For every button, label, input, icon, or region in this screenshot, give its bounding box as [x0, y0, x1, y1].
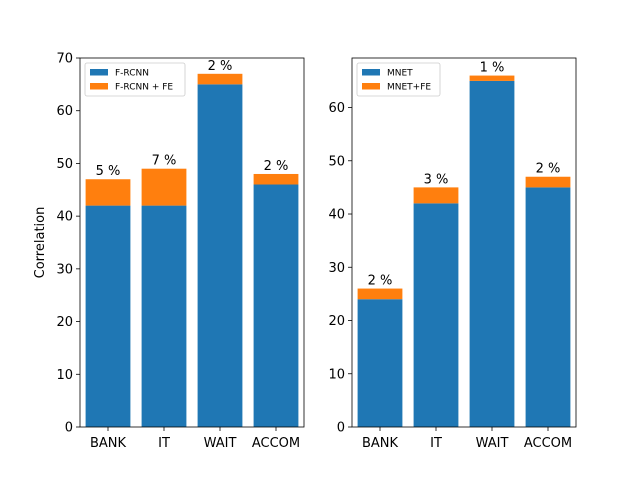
- legend-swatch: [362, 83, 380, 90]
- y-tick-label: 20: [56, 315, 73, 330]
- x-tick-label-accom: ACCOM: [524, 436, 572, 451]
- plot-frame: [79, 57, 305, 428]
- legend-swatch: [90, 69, 108, 76]
- y-tick-label: 30: [328, 261, 345, 276]
- data-label-it: 3 %: [424, 172, 449, 187]
- y-tick-label: 30: [56, 262, 73, 277]
- data-label-it: 7 %: [152, 154, 177, 169]
- data-label-bank: 5 %: [96, 164, 121, 179]
- bar-base-accom: [525, 187, 571, 427]
- y-tick-label: 70: [56, 52, 73, 67]
- bar-base-wait: [197, 84, 243, 428]
- bar-base-it: [413, 203, 459, 427]
- bar-base-accom: [253, 184, 299, 427]
- data-label-wait: 1 %: [480, 61, 505, 76]
- y-tick-label: 10: [328, 367, 345, 382]
- left-chart: 5 % BANK 7 % IT 2 % WAIT 2 % ACCOM 0 10 20 30 40 50 60…: [33, 52, 305, 451]
- bar-fe-it: [413, 187, 459, 204]
- x-tick-label-it: IT: [158, 436, 170, 451]
- y-tick-label: 10: [56, 368, 73, 383]
- bar-base-wait: [469, 80, 515, 428]
- bar-base-bank: [85, 205, 131, 427]
- x-tick-label-bank: BANK: [90, 436, 127, 451]
- y-tick-label: 0: [337, 421, 345, 436]
- legend-entry: F-RCNN + FE: [115, 83, 173, 93]
- bar-fe-bank: [357, 288, 403, 300]
- bar-fe-accom: [525, 176, 571, 188]
- legend-entry: F-RCNN: [115, 69, 149, 79]
- legend-swatch: [362, 69, 380, 76]
- y-tick-label: 20: [328, 314, 345, 329]
- bar-base-bank: [357, 299, 403, 427]
- bar-fe-it: [141, 168, 187, 206]
- data-label-accom: 2 %: [264, 159, 289, 174]
- plot-frame: [351, 57, 577, 428]
- x-tick-label-wait: WAIT: [476, 436, 509, 451]
- y-tick-label: 60: [56, 104, 73, 119]
- y-tick-label: 0: [65, 421, 73, 436]
- data-label-bank: 2 %: [368, 274, 393, 289]
- bar-base-it: [141, 205, 187, 427]
- y-tick-label: 50: [56, 157, 73, 172]
- bar-fe-bank: [85, 179, 131, 206]
- legend-swatch: [90, 83, 108, 90]
- y-tick-label: 60: [328, 101, 345, 116]
- x-tick-label-it: IT: [430, 436, 442, 451]
- legend-entry: MNET+FE: [387, 83, 431, 93]
- y-axis-label: Correlation: [33, 207, 48, 279]
- legend: [84, 62, 186, 97]
- bar-fe-wait: [469, 75, 515, 81]
- data-label-wait: 2 %: [208, 59, 233, 74]
- x-tick-label-wait: WAIT: [204, 436, 237, 451]
- y-tick-label: 50: [328, 154, 345, 169]
- bar-fe-wait: [197, 73, 243, 85]
- data-label-accom: 2 %: [536, 162, 561, 177]
- y-tick-label: 40: [328, 208, 345, 223]
- legend-entry: MNET: [387, 69, 413, 79]
- x-tick-label-bank: BANK: [362, 436, 399, 451]
- bar-fe-accom: [253, 173, 299, 185]
- y-tick-label: 40: [56, 210, 73, 225]
- right-chart: 2 % BANK 3 % IT 1 % WAIT 2 % ACCOM 0 10 20 30 40 50 60…: [328, 57, 577, 451]
- x-tick-label-accom: ACCOM: [252, 436, 300, 451]
